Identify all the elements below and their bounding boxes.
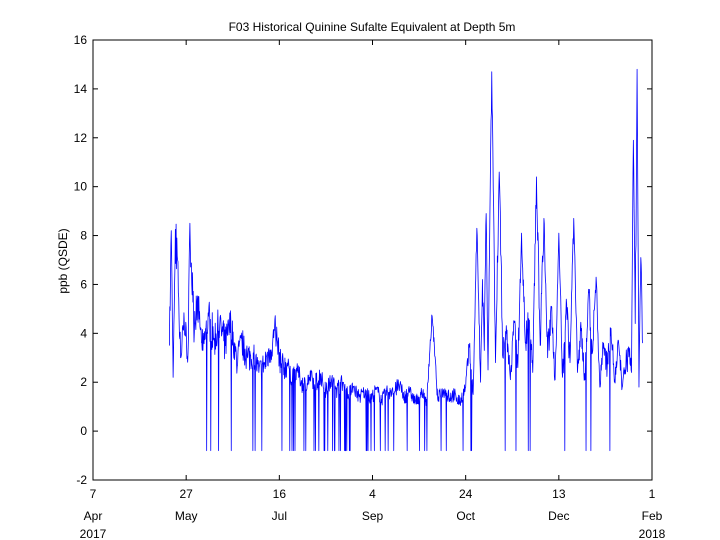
x-tick-day-label: 13: [552, 487, 566, 501]
y-tick-label: 8: [80, 229, 87, 243]
x-tick-month-label: Apr: [84, 509, 103, 523]
series-layer: [169, 68, 644, 452]
y-tick-label: 2: [80, 375, 87, 389]
y-tick-label: 12: [74, 131, 88, 145]
y-tick-label: -2: [76, 473, 87, 487]
y-tick-label: 4: [80, 326, 87, 340]
x-tick-month-label: Dec: [548, 509, 569, 523]
y-tick-label: 10: [74, 180, 88, 194]
y-axis-label: ppb (QSDE): [56, 228, 70, 293]
y-tick-label: 0: [80, 424, 87, 438]
x-tick-month-label: Oct: [456, 509, 475, 523]
x-tick-day-label: 16: [273, 487, 287, 501]
axes-layer: -202468101214167Apr27May16Jul4Sep24Oct13…: [74, 33, 663, 523]
x-tick-day-label: 4: [369, 487, 376, 501]
series-line: [169, 68, 644, 452]
y-tick-label: 16: [74, 33, 88, 47]
x-tick-day-label: 7: [90, 487, 97, 501]
x-tick-month-label: Feb: [642, 509, 663, 523]
x-tick-day-label: 24: [459, 487, 473, 501]
x-tick-day-label: 27: [179, 487, 193, 501]
x-tick-day-label: 1: [649, 487, 656, 501]
chart-title: F03 Historical Quinine Sufalte Equivalen…: [229, 20, 516, 34]
x-tick-month-label: May: [175, 509, 198, 523]
x-tick-month-label: Jul: [272, 509, 287, 523]
year-label-start: 2017: [80, 527, 107, 540]
y-tick-label: 6: [80, 277, 87, 291]
x-tick-month-label: Sep: [362, 509, 384, 523]
y-tick-label: 14: [74, 82, 88, 96]
year-label-end: 2018: [639, 527, 666, 540]
